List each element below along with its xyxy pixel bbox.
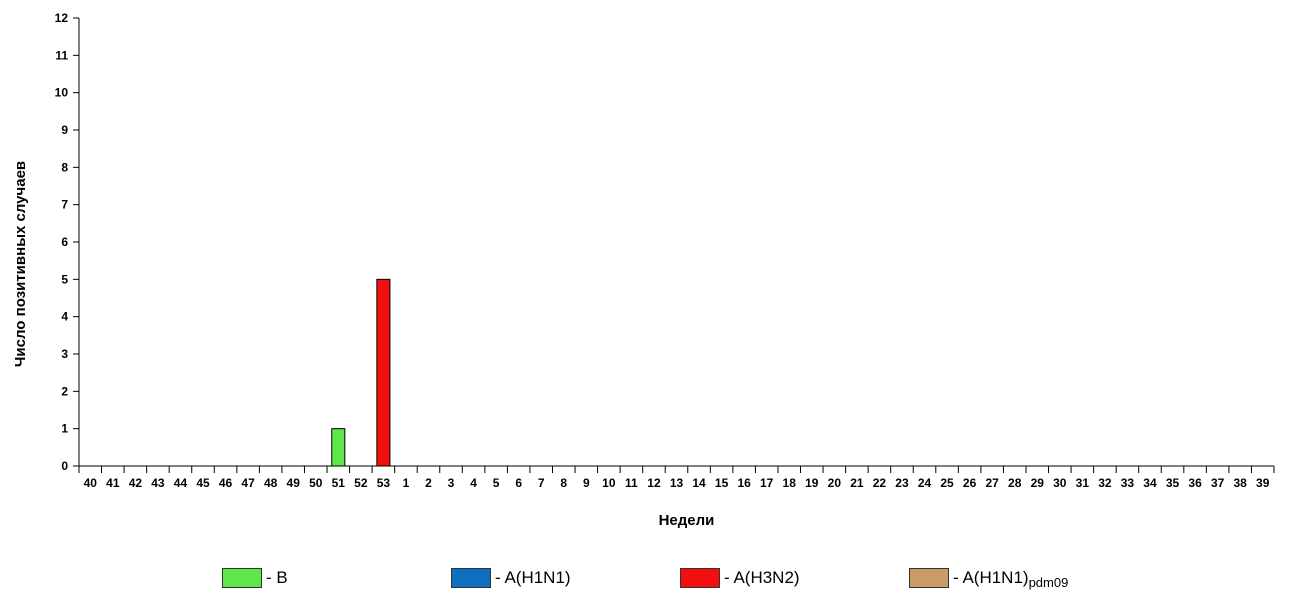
y-tick-label: 0 [61, 459, 68, 473]
legend-label-a-h3n2: - A(H3N2) [724, 568, 800, 587]
legend-swatch-a-h3n2 [680, 568, 720, 588]
x-tick-label: 38 [1233, 476, 1247, 490]
x-tick-label: 14 [692, 476, 706, 490]
y-tick-label: 11 [55, 48, 68, 62]
x-tick-label: 15 [715, 476, 729, 490]
legend-item-a-h3n2: - A(H3N2) [680, 568, 800, 588]
x-tick-label: 32 [1098, 476, 1112, 490]
y-tick-label: 3 [61, 347, 68, 361]
legend-swatch-a-h1n1-pdm09 [909, 568, 949, 588]
x-tick-label: 8 [560, 476, 567, 490]
x-tick-label: 2 [425, 476, 432, 490]
legend-swatch-a-h1n1 [451, 568, 491, 588]
y-tick-label: 1 [61, 422, 68, 436]
x-tick-label: 25 [940, 476, 954, 490]
legend: - B - A(H1N1) - A(H3N2) - A(H1N1)pdm09 [0, 568, 1300, 596]
x-tick-label: 7 [538, 476, 545, 490]
x-tick-label: 42 [129, 476, 143, 490]
legend-item-b: - B [222, 568, 288, 588]
x-tick-label: 6 [515, 476, 522, 490]
x-tick-label: 27 [985, 476, 999, 490]
x-tick-label: 28 [1008, 476, 1022, 490]
x-tick-label: 35 [1166, 476, 1180, 490]
x-tick-label: 46 [219, 476, 233, 490]
x-tick-label: 53 [377, 476, 391, 490]
x-tick-label: 4 [470, 476, 477, 490]
bars [331, 278, 391, 467]
x-tick-label: 37 [1211, 476, 1225, 490]
y-tick-label: 5 [61, 272, 68, 286]
bar [331, 428, 346, 467]
x-tick-label: 41 [106, 476, 120, 490]
legend-label-b: - B [266, 568, 288, 587]
legend-label-a-h1n1: - A(H1N1) [495, 568, 571, 587]
x-tick-label: 40 [84, 476, 98, 490]
legend-item-a-h1n1: - A(H1N1) [451, 568, 571, 588]
x-tick-label: 48 [264, 476, 278, 490]
y-tick-label: 7 [61, 198, 68, 212]
x-tick-label: 22 [873, 476, 887, 490]
x-tick-label: 29 [1031, 476, 1045, 490]
x-tick-label: 50 [309, 476, 323, 490]
x-tick-label: 49 [287, 476, 301, 490]
x-tick-label: 5 [493, 476, 500, 490]
y-tick-label: 8 [61, 160, 68, 174]
y-tick-label: 2 [61, 384, 68, 398]
x-tick-label: 12 [647, 476, 661, 490]
x-tick-label: 33 [1121, 476, 1135, 490]
y-tick-label: 9 [61, 123, 68, 137]
x-tick-label: 44 [174, 476, 188, 490]
x-tick-label: 43 [151, 476, 165, 490]
x-tick-label: 19 [805, 476, 819, 490]
x-tick-label: 21 [850, 476, 864, 490]
y-tick-label: 12 [55, 11, 69, 25]
x-tick-label: 13 [670, 476, 684, 490]
y-axis-title: Число позитивных случаев [12, 161, 29, 367]
x-tick-label: 34 [1143, 476, 1157, 490]
x-tick-label: 18 [783, 476, 797, 490]
bar [376, 278, 391, 467]
x-tick-label: 51 [332, 476, 346, 490]
x-tick-label: 10 [602, 476, 616, 490]
y-tick-label: 10 [55, 86, 69, 100]
x-tick-label: 23 [895, 476, 909, 490]
x-tick-label: 26 [963, 476, 977, 490]
x-tick-label: 11 [625, 476, 638, 490]
legend-swatch-b [222, 568, 262, 588]
x-tick-label: 3 [448, 476, 455, 490]
x-tick-label: 30 [1053, 476, 1067, 490]
x-tick-label: 24 [918, 476, 932, 490]
x-tick-label: 36 [1188, 476, 1202, 490]
x-tick-label: 45 [196, 476, 210, 490]
x-tick-label: 39 [1256, 476, 1270, 490]
x-tick-label: 52 [354, 476, 368, 490]
x-axis-ticks: 40 41 42 43 44 45 46 47 48 49 50 51 52 53 1 2 3 4 5 6 7 8 9 10 1… [78, 466, 1275, 490]
x-tick-label: 9 [583, 476, 590, 490]
x-tick-label: 47 [241, 476, 255, 490]
y-tick-label: 6 [61, 235, 68, 249]
x-tick-label: 16 [737, 476, 751, 490]
x-axis-title: Недели [659, 512, 715, 529]
x-tick-label: 31 [1076, 476, 1090, 490]
legend-label-a-h1n1-pdm09: - A(H1N1)pdm09 [953, 568, 1069, 590]
x-tick-label: 17 [760, 476, 774, 490]
x-tick-label: 20 [828, 476, 842, 490]
legend-item-a-h1n1-pdm09: - A(H1N1)pdm09 [909, 568, 1069, 590]
y-tick-label: 4 [61, 310, 68, 324]
x-tick-label: 1 [403, 476, 410, 490]
